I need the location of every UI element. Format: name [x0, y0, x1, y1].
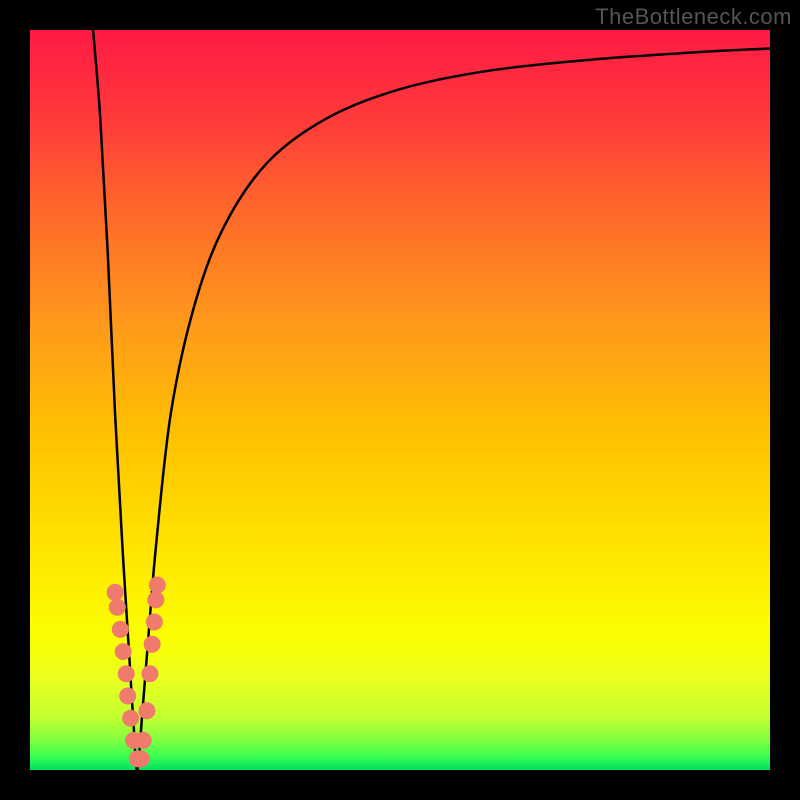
data-point — [118, 666, 134, 682]
bottleneck-chart: TheBottleneck.com — [0, 0, 800, 800]
data-point — [144, 636, 160, 652]
watermark-text: TheBottleneck.com — [595, 4, 792, 30]
data-point — [139, 703, 155, 719]
data-point — [120, 688, 136, 704]
data-point — [148, 592, 164, 608]
data-point — [109, 599, 125, 615]
data-point — [112, 621, 128, 637]
plot-background — [30, 30, 770, 770]
data-point — [149, 577, 165, 593]
data-point — [107, 584, 123, 600]
data-point — [135, 732, 151, 748]
data-point — [146, 614, 162, 630]
data-point — [123, 710, 139, 726]
data-point — [142, 666, 158, 682]
data-point — [115, 644, 131, 660]
chart-canvas — [0, 0, 800, 800]
data-point — [133, 751, 149, 767]
